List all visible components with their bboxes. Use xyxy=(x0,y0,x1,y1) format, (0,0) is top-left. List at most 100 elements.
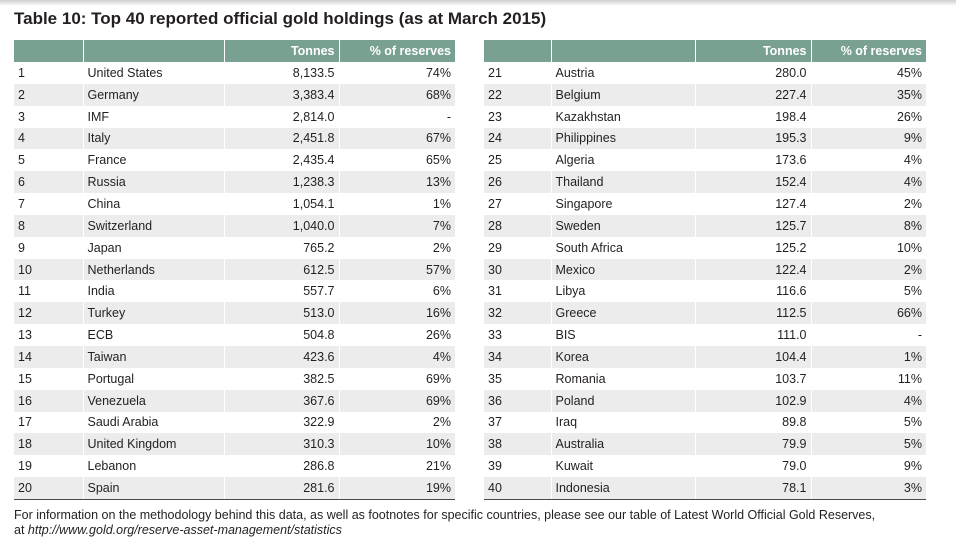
pct-reserves-cell: 35% xyxy=(811,83,926,106)
table-row: 7 China 1,054.1 1% xyxy=(14,193,455,215)
tonnes-cell: 612.5 xyxy=(224,258,340,281)
rank-cell: 5 xyxy=(14,149,84,172)
pct-reserves-cell: - xyxy=(446,109,451,124)
table-row: 4 Italy 2,451.8 67% xyxy=(14,127,455,150)
top-edge-shadow xyxy=(0,0,956,6)
tonnes-cell: 423.6 xyxy=(224,345,340,368)
country-cell: Korea xyxy=(551,345,696,368)
table-row: 10 Netherlands 612.5 57% xyxy=(14,258,455,281)
table-row: 29 South Africa 125.2 10% xyxy=(484,236,926,259)
tonnes-cell: 557.7 xyxy=(224,280,340,303)
rank-cell: 32 xyxy=(484,302,552,325)
rank-cell: 3 xyxy=(14,105,84,128)
table-row: 21 Austria 280.0 45% xyxy=(484,62,926,84)
table-row: 33 BIS 111.0 - xyxy=(484,324,926,346)
header-pct-reserves: % of reserves xyxy=(339,40,455,62)
rank-cell: 1 xyxy=(14,62,84,84)
rank-cell: 19 xyxy=(14,455,84,478)
table-row: 25 Algeria 173.6 4% xyxy=(484,149,926,172)
table-row: 8 Switzerland 1,040.0 7% xyxy=(14,214,455,237)
rank-cell: 10 xyxy=(14,258,84,281)
pct-reserves-cell: 9% xyxy=(903,459,922,474)
header-tonnes: Tonnes xyxy=(695,40,812,62)
rank-cell: 4 xyxy=(14,127,84,150)
pct-reserves-cell: 26% xyxy=(896,109,922,124)
header-country xyxy=(551,40,696,62)
table-row: 17 Saudi Arabia 322.9 2% xyxy=(14,411,455,434)
tonnes-cell: 173.6 xyxy=(695,149,812,172)
table-row: 30 Mexico 122.4 2% xyxy=(484,258,926,281)
table-row: 32 Greece 112.5 66% xyxy=(484,302,926,325)
header-row: Tonnes % of reserves xyxy=(484,40,926,62)
pct-reserves-cell: 6% xyxy=(432,284,451,299)
rank-cell: 8 xyxy=(14,214,84,237)
pct-reserves-cell: 66% xyxy=(811,302,926,325)
country-cell: Taiwan xyxy=(83,345,225,368)
country-cell: Australia xyxy=(551,433,696,456)
tonnes-cell: 367.6 xyxy=(224,389,340,412)
table-row: 19 Lebanon 286.8 21% xyxy=(14,455,455,478)
tonnes-cell: 286.8 xyxy=(224,455,340,478)
footnote-line-2: at http://www.gold.org/reserve-asset-man… xyxy=(14,523,944,538)
tonnes-cell: 102.9 xyxy=(695,389,812,412)
country-cell: Switzerland xyxy=(83,214,225,237)
rank-cell: 24 xyxy=(484,127,552,150)
pct-reserves-cell: 2% xyxy=(903,196,922,211)
holdings-table-right: Tonnes % of reserves 21 Austria 280.0 45% 22… xyxy=(484,40,926,500)
pct-reserves-cell: 5% xyxy=(903,284,922,299)
header-tonnes: Tonnes xyxy=(224,40,340,62)
country-cell: Romania xyxy=(551,367,696,390)
pct-reserves-cell: 4% xyxy=(339,345,455,368)
tonnes-cell: 103.7 xyxy=(695,367,812,390)
rank-cell: 22 xyxy=(484,83,552,106)
tonnes-cell: 104.4 xyxy=(695,345,812,368)
rank-cell: 15 xyxy=(14,367,84,390)
rank-cell: 14 xyxy=(14,345,84,368)
table-row: 18 United Kingdom 310.3 10% xyxy=(14,433,455,456)
table-row: 36 Poland 102.9 4% xyxy=(484,389,926,412)
rank-cell: 40 xyxy=(484,477,552,500)
pct-reserves-cell: 69% xyxy=(339,389,455,412)
tonnes-cell: 765.2 xyxy=(224,236,340,259)
table-row: 9 Japan 765.2 2% xyxy=(14,236,455,259)
country-cell: Belgium xyxy=(551,83,696,106)
pct-reserves-cell: 1% xyxy=(811,345,926,368)
country-cell: Netherlands xyxy=(83,258,225,281)
pct-reserves-cell: 3% xyxy=(811,477,926,500)
tonnes-cell: 198.4 xyxy=(695,105,812,128)
country-cell: Poland xyxy=(551,389,696,412)
pct-reserves-cell: 9% xyxy=(811,127,926,150)
rank-cell: 31 xyxy=(484,280,552,303)
statistics-link[interactable]: http://www.gold.org/reserve-asset-manage… xyxy=(27,523,342,537)
pct-reserves-cell: 8% xyxy=(811,214,926,237)
rank-cell: 13 xyxy=(14,324,84,346)
table-row: 37 Iraq 89.8 5% xyxy=(484,411,926,434)
tonnes-cell: 504.8 xyxy=(224,324,340,346)
table-row: 27 Singapore 127.4 2% xyxy=(484,193,926,215)
tonnes-cell: 112.5 xyxy=(695,302,812,325)
pct-reserves-cell: 19% xyxy=(339,477,455,500)
rank-cell: 37 xyxy=(484,411,552,434)
tonnes-cell: 127.4 xyxy=(695,193,812,215)
country-cell: Japan xyxy=(83,236,225,259)
rank-cell: 27 xyxy=(484,193,552,215)
pct-reserves-cell: 10% xyxy=(339,433,455,456)
tonnes-cell: 513.0 xyxy=(224,302,340,325)
tonnes-cell: 2,814.0 xyxy=(224,105,340,128)
holdings-table-left: Tonnes % of reserves 1 United States 8,133… xyxy=(14,40,455,500)
tonnes-cell: 89.8 xyxy=(695,411,812,434)
country-cell: BIS xyxy=(551,324,696,346)
table-row: 6 Russia 1,238.3 13% xyxy=(14,171,455,194)
header-pct-reserves: % of reserves xyxy=(811,40,926,62)
country-cell: Mexico xyxy=(551,258,696,281)
country-cell: South Africa xyxy=(551,236,696,259)
country-cell: Indonesia xyxy=(551,477,696,500)
pct-reserves-cell: 2% xyxy=(432,240,451,255)
pct-reserves-cell: 57% xyxy=(339,258,455,281)
tonnes-cell: 78.1 xyxy=(695,477,812,500)
table-row: 26 Thailand 152.4 4% xyxy=(484,171,926,194)
table-row: 23 Kazakhstan 198.4 26% xyxy=(484,105,926,128)
country-cell: Libya xyxy=(551,280,696,303)
rank-cell: 38 xyxy=(484,433,552,456)
tonnes-cell: 280.0 xyxy=(695,62,812,84)
